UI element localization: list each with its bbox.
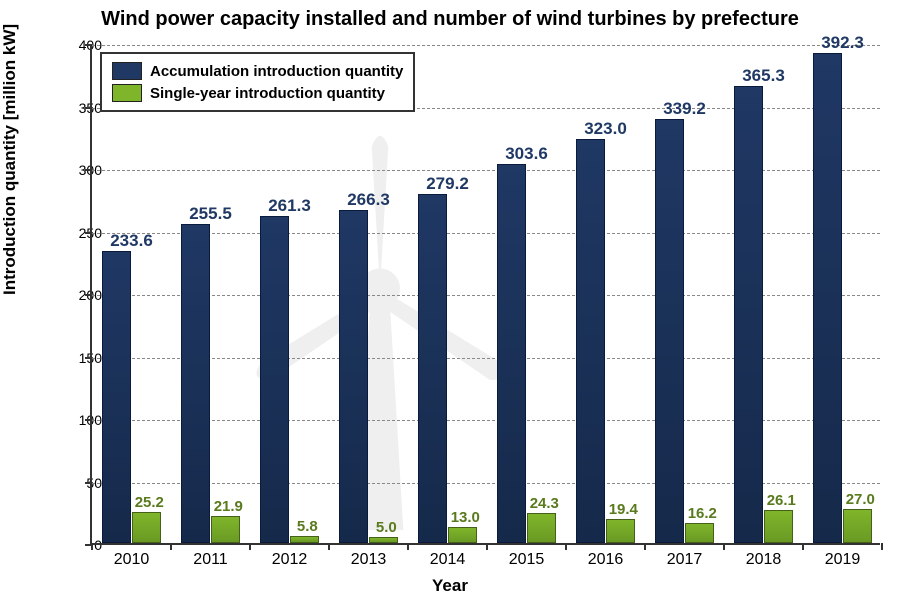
- y-tick: [85, 482, 92, 484]
- bar-value-label: 323.0: [584, 119, 627, 139]
- y-tick: [85, 232, 92, 234]
- y-tick: [85, 357, 92, 359]
- bar-value-label: 261.3: [268, 196, 311, 216]
- bar-value-label: 24.3: [530, 495, 559, 512]
- x-axis-label: Year: [0, 576, 900, 596]
- y-tick: [85, 294, 92, 296]
- bar-value-label: 26.1: [767, 492, 796, 509]
- y-tick: [85, 419, 92, 421]
- x-tick: [565, 543, 567, 550]
- bar-single-year: [211, 516, 241, 543]
- legend: Accumulation introduction quantity Singl…: [100, 52, 415, 112]
- bar-single-year: [290, 536, 320, 543]
- x-tick: [407, 543, 409, 550]
- y-tick: [85, 169, 92, 171]
- bar-accumulation: [102, 251, 132, 543]
- bar-accumulation: [655, 119, 685, 543]
- y-axis-label: Introduction quantity [million kW]: [0, 24, 20, 295]
- bar-value-label: 266.3: [347, 190, 390, 210]
- legend-item: Single-year introduction quantity: [112, 82, 403, 104]
- bar-value-label: 339.2: [663, 99, 706, 119]
- x-tick-label: 2014: [430, 551, 466, 569]
- bar-value-label: 19.4: [609, 501, 638, 518]
- bar-accumulation: [181, 224, 211, 543]
- x-tick-label: 2017: [667, 551, 703, 569]
- x-tick-label: 2011: [193, 551, 227, 569]
- bar-value-label: 365.3: [742, 66, 785, 86]
- bar-accumulation: [260, 216, 290, 543]
- bar-accumulation: [418, 194, 448, 543]
- bar-accumulation: [339, 210, 369, 543]
- bar-accumulation: [576, 139, 606, 543]
- x-tick-label: 2012: [272, 551, 308, 569]
- legend-swatch-icon: [112, 84, 142, 102]
- y-tick: [85, 44, 92, 46]
- x-tick: [486, 543, 488, 550]
- bar-value-label: 25.2: [135, 494, 164, 511]
- bar-value-label: 5.0: [376, 519, 397, 536]
- bar-single-year: [764, 510, 794, 543]
- legend-label: Single-year introduction quantity: [150, 85, 385, 102]
- x-tick: [249, 543, 251, 550]
- x-tick: [91, 543, 93, 550]
- x-tick: [723, 543, 725, 550]
- bar-accumulation: [497, 164, 527, 544]
- x-tick: [644, 543, 646, 550]
- bar-single-year: [132, 512, 162, 544]
- bar-single-year: [448, 527, 478, 543]
- bar-value-label: 16.2: [688, 505, 717, 522]
- x-tick: [802, 543, 804, 550]
- bar-value-label: 303.6: [505, 144, 548, 164]
- legend-label: Accumulation introduction quantity: [150, 63, 403, 80]
- x-tick-label: 2018: [746, 551, 782, 569]
- legend-swatch-icon: [112, 62, 142, 80]
- bar-value-label: 13.0: [451, 509, 480, 526]
- plot-area: 2010233.625.22011255.521.92012261.35.820…: [90, 45, 880, 545]
- gridline: [92, 45, 880, 46]
- bar-value-label: 392.3: [821, 33, 864, 53]
- bar-value-label: 27.0: [846, 491, 875, 508]
- x-tick: [881, 543, 883, 550]
- bar-accumulation: [734, 86, 764, 543]
- bar-single-year: [606, 519, 636, 543]
- bar-single-year: [527, 513, 557, 543]
- bar-single-year: [369, 537, 399, 543]
- bar-accumulation: [813, 53, 843, 543]
- x-tick-label: 2010: [114, 551, 150, 569]
- bar-value-label: 5.8: [297, 518, 318, 535]
- legend-item: Accumulation introduction quantity: [112, 60, 403, 82]
- bar-single-year: [685, 523, 715, 543]
- x-tick-label: 2016: [588, 551, 624, 569]
- y-tick: [85, 107, 92, 109]
- bar-value-label: 279.2: [426, 174, 469, 194]
- bar-single-year: [843, 509, 873, 543]
- bar-value-label: 233.6: [110, 231, 153, 251]
- x-tick-label: 2015: [509, 551, 545, 569]
- bar-value-label: 255.5: [189, 204, 232, 224]
- x-tick: [170, 543, 172, 550]
- chart-title: Wind power capacity installed and number…: [0, 8, 900, 31]
- bar-value-label: 21.9: [214, 498, 243, 515]
- x-tick-label: 2019: [825, 551, 861, 569]
- x-tick: [328, 543, 330, 550]
- x-tick-label: 2013: [351, 551, 387, 569]
